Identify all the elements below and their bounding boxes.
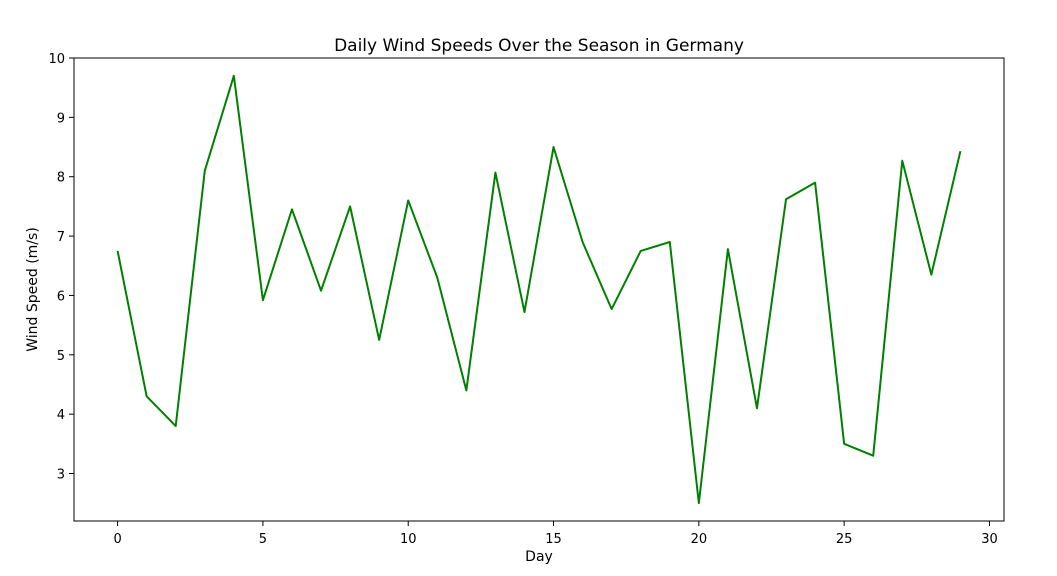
x-axis-label: Day bbox=[525, 549, 553, 565]
x-tick-label-30: 30 bbox=[981, 532, 998, 547]
plot-frame bbox=[73, 57, 1005, 522]
y-tick-label-9: 9 bbox=[57, 111, 65, 126]
chart-title: Daily Wind Speeds Over the Season in Ger… bbox=[334, 36, 744, 56]
y-tick-label-5: 5 bbox=[57, 349, 65, 364]
y-tick-label-8: 8 bbox=[57, 171, 65, 186]
x-tick-label-5: 5 bbox=[259, 532, 267, 547]
y-tick-label-3: 3 bbox=[57, 468, 65, 483]
x-tick-label-20: 20 bbox=[691, 532, 708, 547]
x-tick-label-25: 25 bbox=[836, 532, 853, 547]
series-layer bbox=[116, 74, 962, 505]
x-tick-label-0: 0 bbox=[113, 532, 121, 547]
y-axis-ticks: 3 4 5 6 7 8 9 10 bbox=[48, 52, 74, 483]
y-tick-label-7: 7 bbox=[57, 230, 65, 245]
y-tick-label-10: 10 bbox=[48, 52, 65, 67]
plot-background bbox=[74, 58, 1004, 521]
y-axis-label: Wind Speed (m/s) bbox=[25, 227, 41, 352]
series-line-0 bbox=[116, 74, 962, 505]
y-tick-label-4: 4 bbox=[57, 408, 65, 423]
x-tick-label-15: 15 bbox=[545, 532, 562, 547]
y-tick-label-6: 6 bbox=[57, 289, 65, 304]
x-axis-ticks: 0 5 10 15 20 25 30 bbox=[113, 521, 998, 547]
x-tick-label-10: 10 bbox=[400, 532, 417, 547]
